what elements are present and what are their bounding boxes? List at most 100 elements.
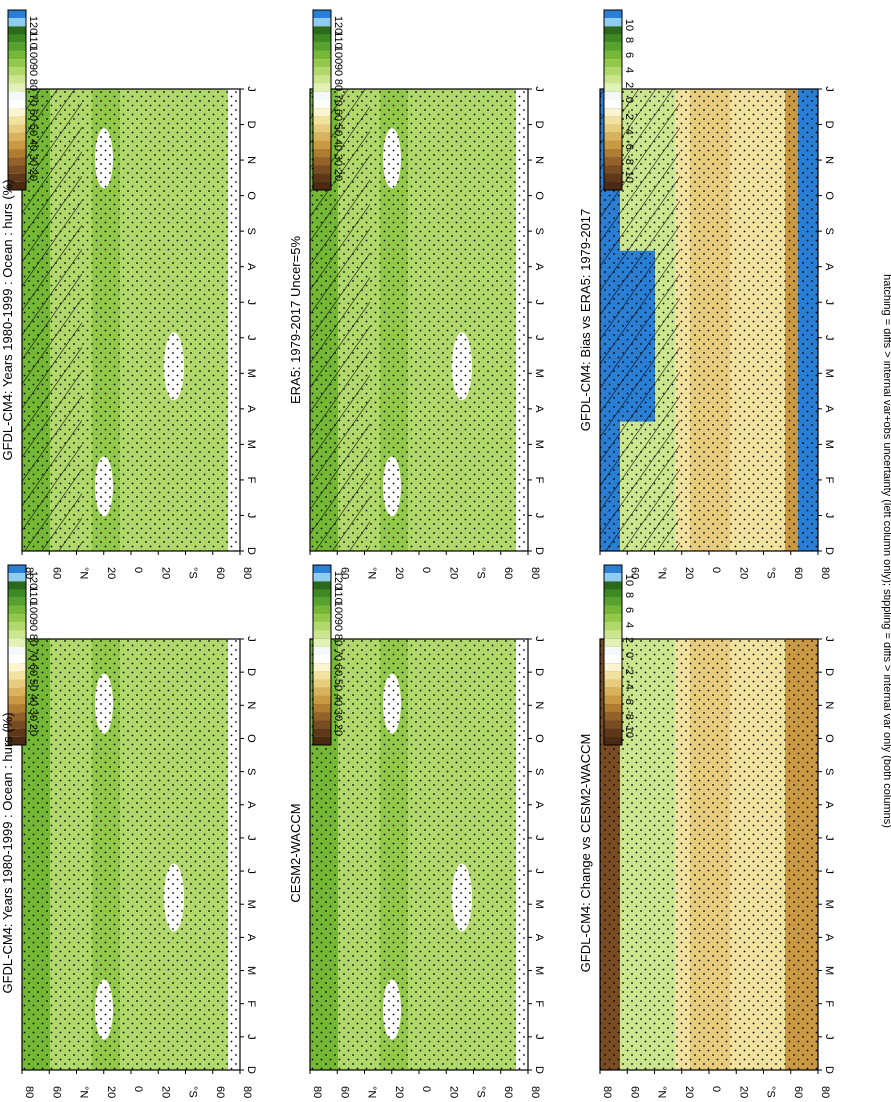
colorbar-swatch <box>8 50 26 60</box>
month-tick-label: D <box>823 121 835 129</box>
heatmap-panel-4: 80 60 °N 20 0 20 °S 60 80 D J F M A M J J A S O N D J <box>309 636 545 1098</box>
month-tick-label: O <box>823 191 835 200</box>
colorbar-label: -10 <box>623 722 635 738</box>
colorbar-swatch <box>8 165 26 174</box>
colorbar-frame <box>312 564 332 746</box>
month-tick-label: O <box>245 191 257 200</box>
colorbar-swatch <box>313 173 331 182</box>
colorbar-swatch <box>8 132 26 141</box>
colorbar-swatch <box>8 695 26 705</box>
heatmap-panel-2: 80 60 °N 20 0 20 °S 60 80 D J F M A M J J A S O N D J <box>21 636 257 1098</box>
colorbar-label: 120 <box>27 571 39 589</box>
colorbar-swatch <box>313 108 331 117</box>
colorbar-swatch <box>8 605 26 615</box>
colorbar-swatch <box>8 671 26 680</box>
colorbar-6: 10 8 6 4 2 0 -2 -4 -6 -8 -10 <box>603 564 635 746</box>
month-tick-label: N <box>533 701 545 709</box>
month-tick-label: J <box>533 835 545 841</box>
month-tick-label: J <box>245 299 257 305</box>
month-tick-label: A <box>823 405 835 413</box>
lat-tick-label: °S <box>187 567 199 579</box>
lat-tick-label: 60 <box>214 1086 226 1098</box>
colorbar-swatch <box>604 116 622 125</box>
colorbar-swatch <box>313 728 331 737</box>
colorbar-swatch <box>604 157 622 166</box>
colorbar-label: 20 <box>27 724 39 736</box>
lat-tick-label: 20 <box>105 567 117 579</box>
colorbar-label: 100 <box>332 46 344 64</box>
colorbar-swatch <box>313 679 331 688</box>
colorbar-swatch <box>604 712 622 721</box>
month-tick-label: S <box>245 768 257 775</box>
colorbar-swatch <box>8 589 26 598</box>
colorbar-swatch <box>604 42 622 51</box>
colorbar-swatch <box>313 59 331 68</box>
colorbar-swatch <box>8 100 26 109</box>
month-tick-label: D <box>245 547 257 555</box>
colorbar-swatch <box>8 638 26 647</box>
colorbar-swatch <box>313 91 331 100</box>
colorbar-label: -4 <box>623 680 635 690</box>
month-tick-label: D <box>533 547 545 555</box>
colorbar-swatch <box>313 638 331 647</box>
colorbar-swatch <box>8 140 26 150</box>
colorbar-swatch <box>8 663 26 672</box>
lat-tick-label: 20 <box>737 567 749 579</box>
colorbar-label: 30 <box>27 709 39 721</box>
colorbar-swatch <box>8 10 26 19</box>
month-tick-label: J <box>245 1034 257 1040</box>
lat-tick-label: °N <box>78 567 90 579</box>
colorbar-swatch <box>8 565 26 574</box>
lat-tick-label: 20 <box>159 1086 171 1098</box>
colorbar-label: 2 <box>623 637 635 643</box>
colorbar-label: 60 <box>332 664 344 676</box>
colorbar-swatch <box>313 720 331 729</box>
month-tick-label: F <box>823 1000 835 1007</box>
month-tick-label: F <box>823 477 835 484</box>
month-tick-label: S <box>823 768 835 775</box>
lat-tick-label: °N <box>656 1086 668 1098</box>
month-tick-label: J <box>533 335 545 341</box>
colorbar-label: 70 <box>332 94 344 106</box>
colorbar-swatch <box>604 679 622 688</box>
colorbar-swatch <box>604 736 622 745</box>
colorbar-swatch <box>604 149 622 158</box>
month-tick-label: J <box>245 868 257 874</box>
month-tick-label: O <box>533 734 545 743</box>
colorbar-label: 40 <box>332 694 344 706</box>
colorbar-label: 2 <box>623 82 635 88</box>
colorbar-swatch <box>8 91 26 100</box>
month-tick-label: J <box>823 835 835 841</box>
colorbar-swatch <box>8 83 26 92</box>
lat-tick-label: 60 <box>50 1086 62 1098</box>
colorbar-label: 120 <box>27 16 39 34</box>
colorbar-swatch <box>313 663 331 672</box>
colorbar-swatch <box>8 59 26 68</box>
lat-tick-label: 60 <box>502 1086 514 1098</box>
month-tick-label: N <box>823 156 835 164</box>
colorbar-swatch <box>313 18 331 27</box>
colorbar-label: 90 <box>27 64 39 76</box>
colorbar-swatch <box>604 59 622 68</box>
colorbar-swatch <box>8 75 26 84</box>
colorbar-swatch <box>8 124 26 133</box>
month-tick-label: F <box>533 1000 545 1007</box>
month-tick-label: A <box>533 405 545 413</box>
month-tick-label: M <box>245 900 257 909</box>
colorbar-swatch <box>604 630 622 639</box>
month-tick-label: J <box>245 513 257 519</box>
lat-tick-label: °N <box>366 1086 378 1098</box>
lat-tick-label: °S <box>765 567 777 579</box>
lat-tick-label: °N <box>366 567 378 579</box>
colorbar-label: 80 <box>332 634 344 646</box>
panel-title: ERA5: 1979-2017 Uncer=5% <box>288 236 303 404</box>
lat-tick-label: °S <box>765 1086 777 1098</box>
colorbar-swatch <box>604 140 622 150</box>
colorbar-swatch <box>604 671 622 680</box>
colorbar-label: 30 <box>332 709 344 721</box>
colorbar-swatch <box>313 605 331 615</box>
month-tick-label: A <box>533 934 545 942</box>
colorbar-swatch <box>8 581 26 590</box>
month-tick-label: O <box>245 734 257 743</box>
